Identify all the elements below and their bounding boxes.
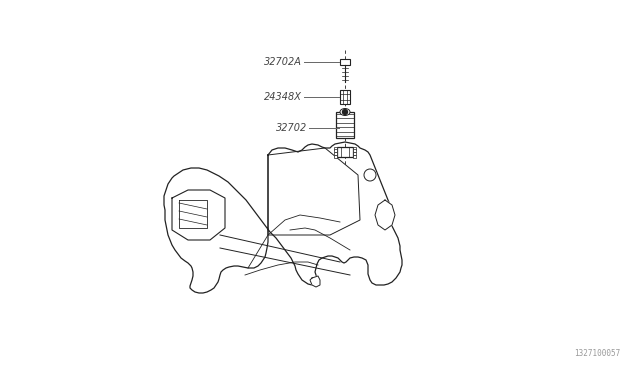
Bar (340, 59, 350, 65)
Bar (337, 147, 353, 157)
Polygon shape (375, 200, 395, 230)
Ellipse shape (340, 109, 350, 115)
Text: 24348X: 24348X (264, 92, 302, 102)
Text: 32702: 32702 (276, 123, 307, 133)
Text: 1327100057: 1327100057 (573, 349, 620, 358)
Bar (334, 152, 337, 155)
Polygon shape (172, 190, 225, 240)
Bar (340, 90, 350, 104)
Bar (334, 149, 337, 152)
Bar (353, 154, 356, 157)
Polygon shape (164, 142, 402, 293)
Polygon shape (310, 276, 320, 287)
Text: 32702A: 32702A (264, 57, 302, 67)
Bar (336, 112, 354, 138)
Circle shape (342, 109, 348, 115)
Bar (334, 147, 337, 150)
Bar (353, 147, 356, 150)
Bar (334, 154, 337, 157)
Bar (353, 152, 356, 155)
Bar (353, 149, 356, 152)
Circle shape (364, 169, 376, 181)
